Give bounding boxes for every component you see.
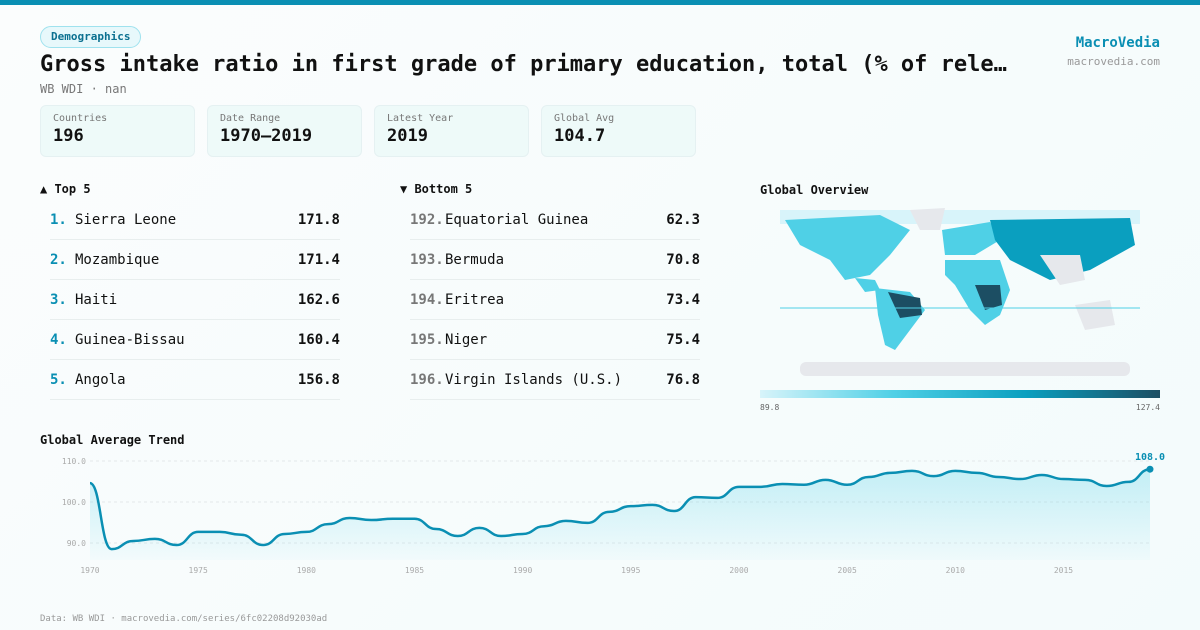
country-value: 73.4 <box>666 291 700 308</box>
x-tick-label: 1995 <box>621 566 640 575</box>
country-value: 75.4 <box>666 331 700 348</box>
brand-url[interactable]: macrovedia.com <box>1067 55 1160 68</box>
trend-chart: 90.0 100.0 110.0 1970 1975 1980 1985 1990 1995 20… <box>62 452 1165 575</box>
country-name: Eritrea <box>445 291 505 308</box>
footer-source: Data: WB WDI · macrovedia.com/series/6fc… <box>40 614 328 624</box>
country-value: 76.8 <box>666 371 700 388</box>
country-name: Guinea-Bissau <box>75 331 185 348</box>
country-value: 171.8 <box>297 211 340 228</box>
map-color-scale <box>760 390 1160 398</box>
y-tick-label: 90.0 <box>67 539 86 548</box>
rank: 4. <box>50 331 67 348</box>
x-tick-label: 1990 <box>513 566 532 575</box>
bottom5-row[interactable]: 195. Niger 75.4 <box>410 320 700 360</box>
scale-min: 89.8 <box>760 403 780 412</box>
bottom5-row[interactable]: 192. Equatorial Guinea 62.3 <box>410 200 700 240</box>
map-china[interactable] <box>1040 255 1085 285</box>
map-central-africa[interactable] <box>975 285 1002 310</box>
country-name: Virgin Islands (U.S.) <box>445 371 623 388</box>
country-value: 70.8 <box>666 251 700 268</box>
stat-date-range: Date Range 1970–2019 <box>207 105 362 157</box>
country-name: Haiti <box>75 291 118 308</box>
x-tick-label: 1970 <box>80 566 99 575</box>
map-asia[interactable] <box>990 218 1135 280</box>
trend-chart-title: Global Average Trend <box>40 433 185 447</box>
map-heading: Global Overview <box>760 183 869 197</box>
x-tick-label: 2015 <box>1054 566 1073 575</box>
country-value: 162.6 <box>297 291 340 308</box>
last-value-label: 108.0 <box>1135 452 1165 463</box>
country-name: Angola <box>75 371 126 388</box>
x-tick-label: 1985 <box>405 566 424 575</box>
country-name: Equatorial Guinea <box>445 211 589 228</box>
x-tick-label: 2010 <box>946 566 965 575</box>
bottom5-row[interactable]: 196. Virgin Islands (U.S.) 76.8 <box>410 360 700 400</box>
stat-global-avg: Global Avg 104.7 <box>541 105 696 157</box>
country-name: Sierra Leone <box>75 211 177 228</box>
page-subtitle: WB WDI · nan <box>40 82 127 96</box>
stat-label: Countries <box>53 113 108 124</box>
top5-row[interactable]: 2. Mozambique 171.4 <box>50 240 340 280</box>
map-europe[interactable] <box>942 222 1000 255</box>
data-point[interactable] <box>1146 465 1154 473</box>
x-tick-label: 1980 <box>297 566 316 575</box>
map-africa[interactable] <box>945 260 1010 325</box>
rank: 194. <box>410 291 444 308</box>
rank: 3. <box>50 291 67 308</box>
top5-heading: ▲ Top 5 <box>40 182 91 196</box>
stat-value: 2019 <box>387 126 428 146</box>
top5-row[interactable]: 3. Haiti 162.6 <box>50 280 340 320</box>
rank: 193. <box>410 251 444 268</box>
map-central-america[interactable] <box>855 278 880 292</box>
page-title: Gross intake ratio in first grade of pri… <box>40 52 1007 77</box>
map-australia[interactable] <box>1075 300 1115 330</box>
x-tick-label: 2000 <box>729 566 748 575</box>
country-value: 160.4 <box>297 331 340 348</box>
bottom5-row[interactable]: 194. Eritrea 73.4 <box>410 280 700 320</box>
country-name: Niger <box>445 331 488 348</box>
rank: 192. <box>410 211 444 228</box>
category-tag[interactable]: Demographics <box>40 26 142 48</box>
x-tick-label: 1975 <box>189 566 208 575</box>
top-accent-bar <box>0 0 1200 5</box>
stat-label: Date Range <box>220 113 281 124</box>
country-value: 156.8 <box>297 371 340 388</box>
stat-label: Latest Year <box>387 113 454 124</box>
brand-logo[interactable]: MacroVedia <box>1075 35 1160 51</box>
stat-latest-year: Latest Year 2019 <box>374 105 529 157</box>
country-value: 62.3 <box>666 211 700 228</box>
country-name: Mozambique <box>75 251 160 268</box>
map-north-america[interactable] <box>785 215 910 280</box>
rank: 196. <box>410 371 444 388</box>
trend-area <box>90 469 1150 560</box>
top5-row[interactable]: 1. Sierra Leone 171.8 <box>50 200 340 240</box>
x-tick-label: 2005 <box>838 566 857 575</box>
map-antarctica <box>800 362 1130 376</box>
stat-value: 1970–2019 <box>220 126 313 146</box>
rank: 195. <box>410 331 444 348</box>
trend-line <box>89 467 1151 551</box>
world-map <box>780 208 1140 376</box>
map-brazil[interactable] <box>888 292 922 318</box>
bottom5-row[interactable]: 193. Bermuda 70.8 <box>410 240 700 280</box>
top5-row[interactable]: 5. Angola 156.8 <box>50 360 340 400</box>
stat-label: Global Avg <box>554 113 615 124</box>
y-tick-label: 110.0 <box>62 457 86 466</box>
country-name: Bermuda <box>445 251 505 268</box>
map-greenland[interactable] <box>910 208 945 230</box>
stat-value: 104.7 <box>554 126 606 146</box>
bottom5-heading: ▼ Bottom 5 <box>400 182 473 196</box>
rank: 1. <box>50 211 67 228</box>
rank: 2. <box>50 251 67 268</box>
stat-countries: Countries 196 <box>40 105 195 157</box>
country-value: 171.4 <box>297 251 340 268</box>
rank: 5. <box>50 371 67 388</box>
y-tick-label: 100.0 <box>62 498 86 507</box>
scale-max: 127.4 <box>1135 403 1160 412</box>
stat-value: 196 <box>53 126 84 146</box>
top5-row[interactable]: 4. Guinea-Bissau 160.4 <box>50 320 340 360</box>
